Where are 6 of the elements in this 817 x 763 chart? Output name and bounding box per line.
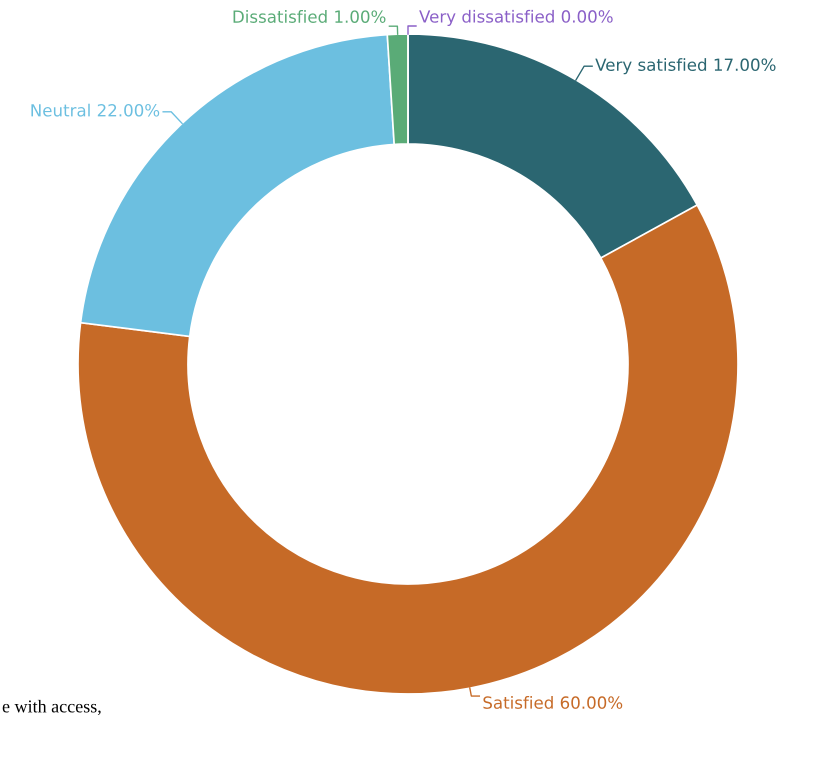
slice-label: Neutral 22.00% [31,104,160,117]
slice-label: Very satisfied 17.00% [595,58,776,74]
slice-label: Satisfied 60.00% [483,696,622,709]
text: e with access, [2,700,101,716]
category-label: Very dissatisfied 0.00% [419,10,613,26]
slice-label: Dissatisfied 1.00% [234,10,386,23]
